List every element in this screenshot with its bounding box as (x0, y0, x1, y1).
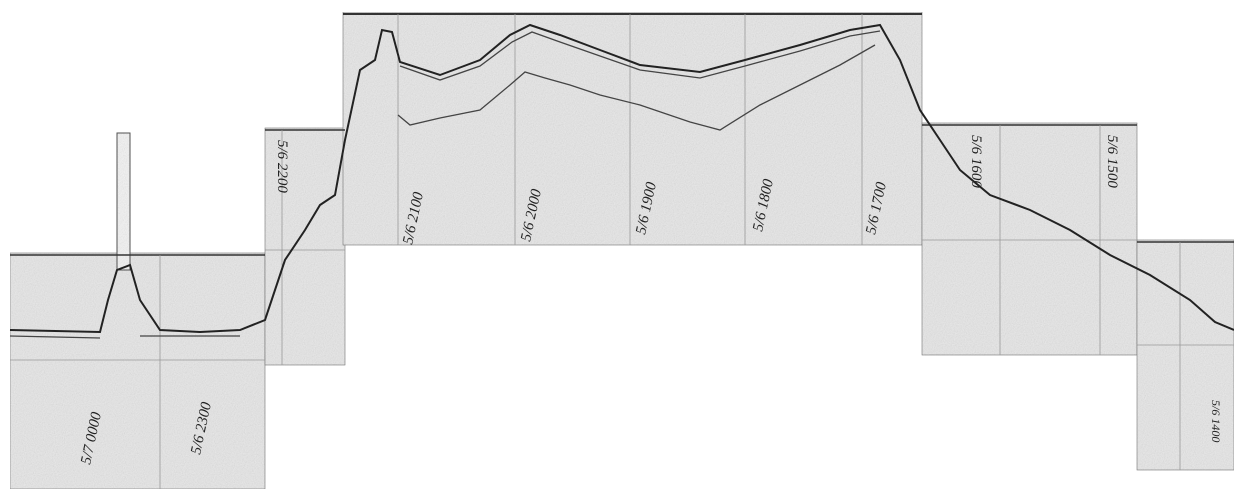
record-panels (9, 11, 1234, 489)
bar (116, 132, 131, 271)
panel (342, 11, 923, 246)
seabed (9, 23, 1234, 334)
time-label: 5/6 2200 (274, 140, 290, 193)
panel (921, 122, 1138, 356)
reflectors (9, 23, 1234, 339)
reflector (397, 44, 876, 131)
panel (264, 127, 346, 366)
time-label: 5/6 1600 (968, 135, 984, 188)
panel (1136, 239, 1234, 471)
time-label: 5/6 1500 (1104, 135, 1120, 188)
reflector (399, 30, 881, 81)
time-label: 5/6 1400 (1209, 400, 1223, 442)
grid-lines (10, 13, 1234, 489)
reflector (9, 335, 240, 339)
